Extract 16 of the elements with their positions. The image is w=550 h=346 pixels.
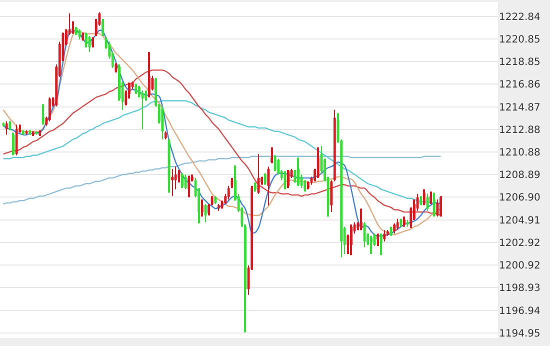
y-tick-label: 1194.95 [499,328,540,340]
y-tick-label: 1200.92 [499,260,540,272]
y-tick-label: 1214.87 [499,102,540,114]
y-tick-label: 1208.89 [499,170,540,182]
y-tick-label: 1198.93 [499,283,540,294]
y-tick-label: 1206.90 [499,192,540,204]
line-series [2,156,442,205]
y-tick-label: 1222.84 [499,12,540,23]
y-tick-label: 1212.88 [499,124,540,136]
y-tick-label: 1216.86 [499,80,540,91]
y-tick-label: 1210.88 [499,148,540,159]
y-tick-label: 1218.85 [499,57,540,68]
y-tick-label: 1204.91 [499,215,540,226]
y-tick-label: 1202.92 [499,238,540,249]
y-tick-label: 1220.85 [499,34,540,46]
y-tick-label: 1196.94 [499,306,540,317]
